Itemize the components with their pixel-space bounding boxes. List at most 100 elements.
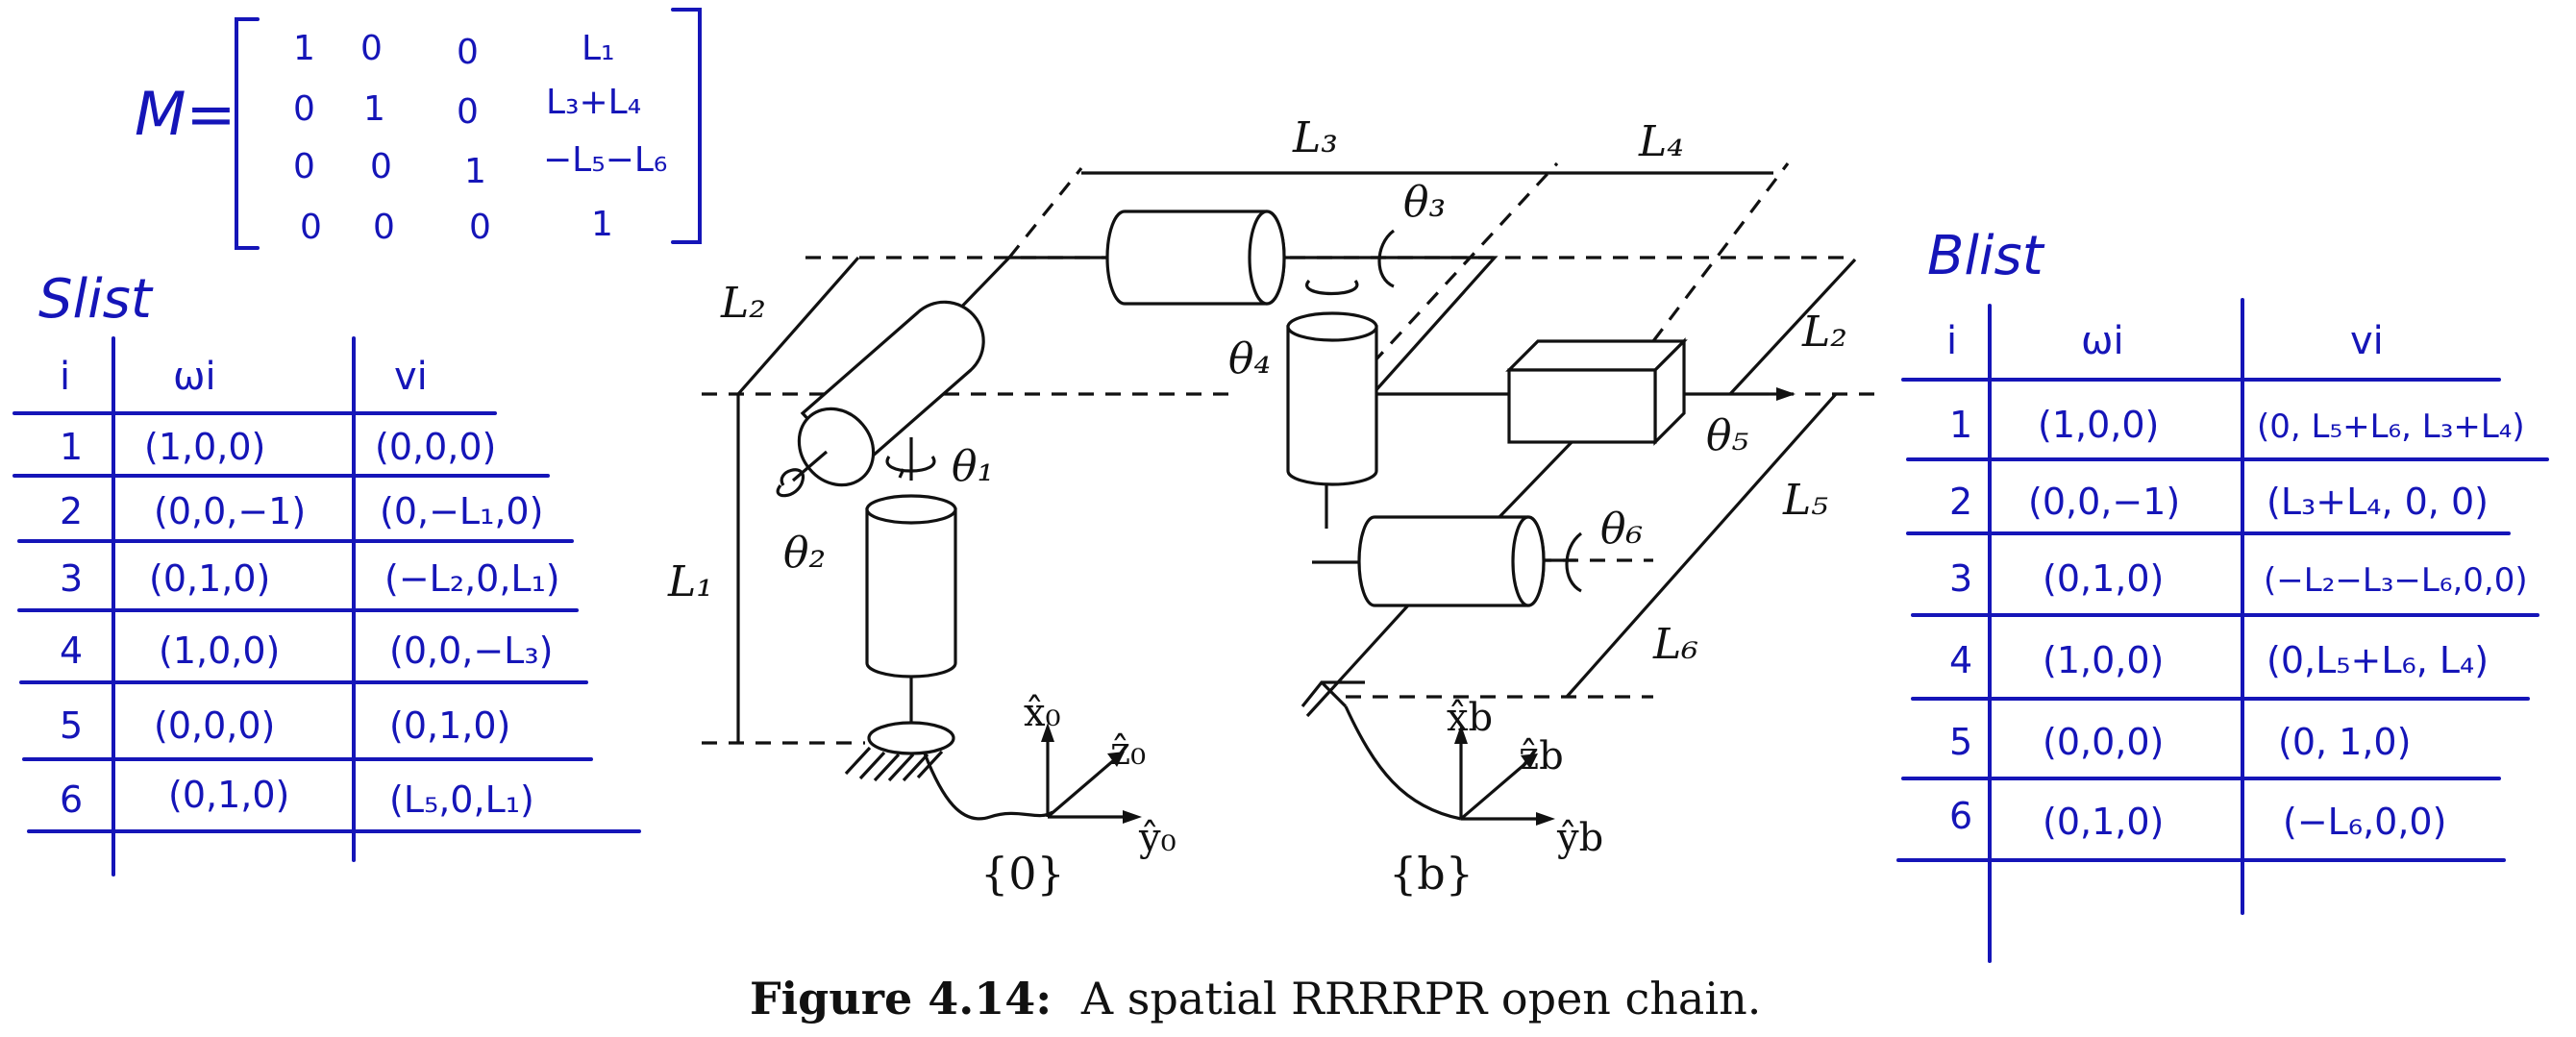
slist-cell: (0,1,0) (168, 774, 289, 816)
blist-cell: (−L₂−L₃−L₆,0,0) (2264, 561, 2528, 600)
slist-cell: 5 (60, 704, 83, 747)
caption-bold: Figure 4.14: (750, 973, 1052, 1025)
blist-table: Blist i ωi vi 1 (1,0,0) (0, L₅+L₆, L₃+L₄… (1896, 225, 2549, 963)
frameb-axes (1454, 725, 1555, 826)
joint6-cylinder (1357, 515, 1583, 607)
matrix-cell: −L₅−L₆ (543, 140, 667, 180)
matrix-cell: 0 (293, 89, 315, 129)
matrix-cell: 0 (300, 208, 322, 247)
dimension-line (1728, 258, 1857, 396)
label-L6: L₆ (1652, 620, 1698, 669)
matrix-cell: 1 (591, 205, 613, 244)
link-line (1278, 256, 1499, 396)
joint2-cylinder (776, 300, 985, 498)
joint4-cylinder (1286, 279, 1378, 486)
blist-header: vi (2350, 319, 2384, 363)
slist-cell: 2 (60, 490, 83, 532)
blist-cell: (0,1,0) (2043, 801, 2164, 843)
slist-cell: 3 (60, 557, 83, 600)
blist-cell: 4 (1949, 639, 1972, 681)
blist-header: i (1946, 319, 1957, 363)
blist-cell: (−L₆,0,0) (2283, 801, 2446, 843)
slist-cell: (0,0,−1) (154, 490, 306, 532)
slist-cell: (0,1,0) (149, 557, 270, 600)
slist-cell: 4 (60, 630, 83, 672)
blist-header: ωi (2081, 319, 2124, 363)
blist-cell: 2 (1949, 481, 1972, 523)
slist-cell: 1 (60, 426, 83, 468)
robot-diagram: L₃ L₄ L₂ L₂ L₁ L₅ L₆ θ₁ θ₂ θ₃ θ₄ θ₅ θ₆ x… (667, 113, 1874, 900)
label-theta4: θ₄ (1228, 334, 1271, 383)
label-L4: L₄ (1638, 117, 1684, 166)
blist-title: Blist (1927, 225, 2045, 287)
label-L3: L₃ (1292, 113, 1338, 162)
frame0-z-label: ẑ₀ (1110, 729, 1146, 774)
frame0-name: {0} (980, 848, 1065, 900)
matrix-cell: 0 (360, 29, 383, 68)
slist-cell: (−L₂,0,L₁) (384, 557, 560, 600)
frame0-y-label: ŷ₀ (1138, 816, 1177, 860)
slist-cell: (0,−L₁,0) (380, 490, 543, 532)
blist-cell: (1,0,0) (2038, 404, 2159, 446)
matrix-right-bracket (671, 8, 702, 244)
label-L2-right: L₂ (1801, 308, 1847, 357)
prismatic-arrow (1776, 387, 1796, 401)
matrix-cell: 1 (363, 89, 385, 129)
label-theta1: θ₁ (952, 442, 994, 491)
blist-cell: 1 (1949, 404, 1972, 446)
frame0-connector (923, 753, 1053, 821)
slist-title: Slist (38, 268, 154, 331)
frame0-axes (1041, 723, 1142, 824)
matrix-cell: 0 (370, 147, 392, 186)
matrix-cell: 0 (469, 208, 491, 247)
matrix-m: M= 1 0 0 L₁ 0 1 0 L₃+L₄ 0 0 1 −L₅−L₆ 0 0… (135, 8, 702, 250)
blist-cell: 3 (1949, 557, 1972, 600)
matrix-cell: L₁ (582, 29, 615, 68)
svg-text:Figure 4.14: A spatial R: Figure 4.14: A spatial RRRRPR open chain… (750, 973, 1761, 1025)
label-theta5: θ₅ (1706, 411, 1748, 460)
guide-line (1007, 166, 1083, 259)
matrix-cell: 0 (457, 33, 479, 72)
link-line (950, 256, 1110, 319)
matrix-cell: 0 (457, 92, 479, 132)
end-effector (1300, 680, 1365, 708)
frameb-z-label: ẑb (1519, 734, 1564, 778)
guide-line (1651, 162, 1790, 342)
slist-header: i (60, 355, 70, 399)
slist-header: ωi (173, 355, 216, 399)
blist-cell: (1,0,0) (2043, 639, 2164, 681)
slist-table: Slist i ωi vi 1 (1,0,0) (0,0,0) 2 (0,0,−… (12, 268, 641, 877)
matrix-cell: L₃+L₄ (546, 83, 641, 122)
dimension-line (736, 256, 860, 396)
slist-cell: (0,0,0) (154, 704, 275, 747)
matrix-cell: 1 (293, 29, 315, 68)
matrix-label: M= (135, 79, 235, 149)
blist-cell: (0,0,0) (2043, 721, 2164, 763)
slist-cell: (1,0,0) (144, 426, 265, 468)
matrix-left-bracket (235, 17, 260, 250)
guide-line (1371, 161, 1559, 365)
slist-cell: (0,0,−L₃) (389, 630, 553, 672)
slist-cell: (0,0,0) (375, 426, 496, 468)
dimension-line (1565, 392, 1838, 699)
slist-cell: (0,1,0) (389, 704, 510, 747)
blist-cell: (L₃+L₄, 0, 0) (2266, 481, 2489, 523)
joint3-cylinder (1105, 210, 1396, 306)
frameb-x-label: x̂b (1447, 696, 1493, 740)
joint1-cylinder (844, 456, 957, 782)
blist-cell: (0, 1,0) (2278, 721, 2411, 763)
frameb-name: {b} (1389, 848, 1474, 900)
label-theta6: θ₆ (1600, 505, 1643, 554)
label-theta3: θ₃ (1403, 178, 1446, 227)
prismatic-box (1505, 337, 1688, 446)
label-L5: L₅ (1782, 476, 1828, 525)
slist-cell: (1,0,0) (159, 630, 280, 672)
slist-header: vi (394, 355, 428, 399)
frame0-x-label: x̂₀ (1024, 691, 1061, 735)
label-theta2: θ₂ (783, 529, 826, 578)
blist-cell: (0,L₅+L₆, L₄) (2266, 639, 2489, 681)
slist-cell: (L₅,0,L₁) (389, 778, 534, 821)
label-L1: L₁ (667, 557, 713, 606)
slist-cell: 6 (60, 778, 83, 821)
